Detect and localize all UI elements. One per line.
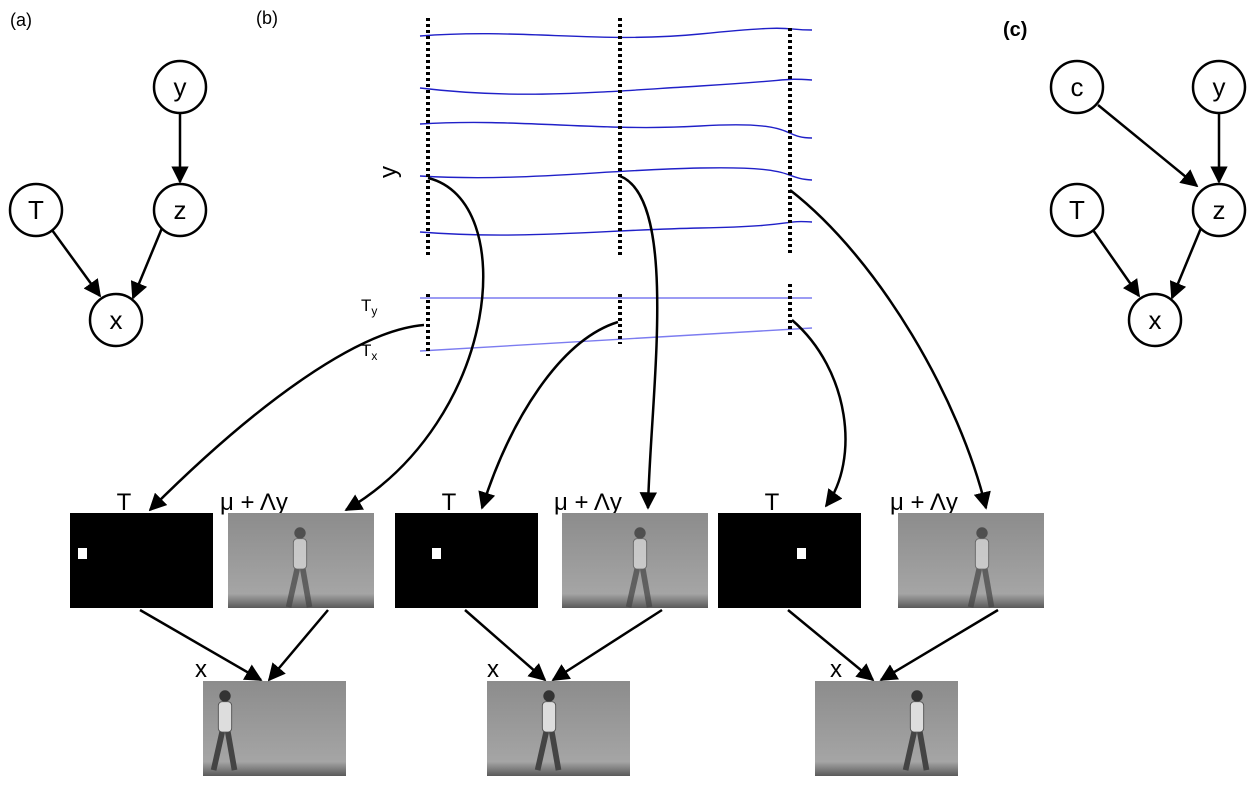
template-image <box>70 513 213 608</box>
output-label: x <box>830 656 842 683</box>
torso <box>975 539 988 569</box>
node: c <box>1071 72 1084 102</box>
torso <box>293 539 306 569</box>
text: x <box>371 349 377 363</box>
output-image <box>815 681 958 776</box>
template-dot <box>78 548 87 559</box>
head <box>911 690 922 701</box>
head <box>294 527 305 538</box>
panel-label: (a) <box>10 10 32 30</box>
template-dot <box>797 548 806 559</box>
output-label: x <box>487 656 499 683</box>
arrow <box>465 610 545 680</box>
output-label: x <box>195 656 207 683</box>
axis-label: y <box>375 166 402 178</box>
node: T <box>1069 195 1085 225</box>
torso <box>218 702 231 732</box>
arrow <box>553 610 662 680</box>
template-label: T <box>765 489 780 516</box>
panel-label: (c) <box>1003 19 1027 41</box>
node: T <box>28 195 44 225</box>
template-label: T <box>442 489 457 516</box>
head <box>976 527 987 538</box>
torso <box>542 702 555 732</box>
appearance-label: μ + Λy <box>554 489 622 516</box>
head <box>543 690 554 701</box>
template-dot <box>432 548 441 559</box>
node: x <box>1149 305 1162 335</box>
graph-a: y z T x <box>10 61 206 346</box>
latent-curves <box>420 18 812 356</box>
template-image <box>395 513 538 608</box>
node: z <box>1213 195 1226 225</box>
torso <box>910 702 923 732</box>
transform-label: Ty <box>361 296 377 318</box>
head <box>634 527 645 538</box>
node: z <box>174 195 187 225</box>
graph-c: c y z T x <box>1051 61 1245 346</box>
text: T <box>361 296 371 315</box>
arrow <box>881 610 998 680</box>
appearance-label: μ + Λy <box>220 489 288 516</box>
arrow <box>269 610 328 680</box>
node: y <box>1213 72 1226 102</box>
appearance-label: μ + Λy <box>890 489 958 516</box>
template-label: T <box>117 489 132 516</box>
node: x <box>110 305 123 335</box>
panel-label: (b) <box>256 8 278 28</box>
template-image <box>718 513 861 608</box>
head <box>219 690 230 701</box>
figure: (a) y z T x (c) c y z T x (b) y Ty Tx Tμ… <box>0 0 1260 781</box>
torso <box>633 539 646 569</box>
text: y <box>371 304 377 318</box>
node: y <box>174 72 187 102</box>
